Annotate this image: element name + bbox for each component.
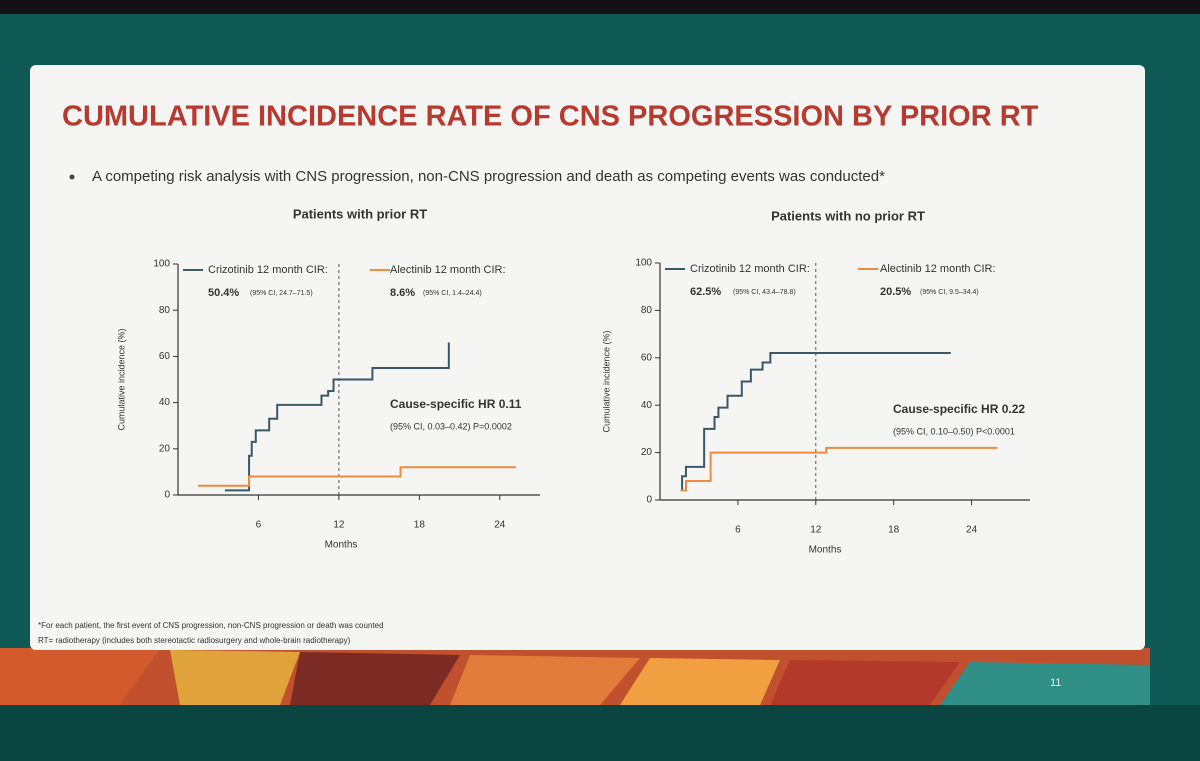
x-tick-label: 24 xyxy=(494,520,506,531)
x-tick-label: 12 xyxy=(810,525,822,536)
x-tick-label: 24 xyxy=(966,525,978,536)
hazard-ratio-ci: (95% CI, 0.10–0.50) P<0.0001 xyxy=(893,426,1015,436)
y-axis-label: Cumulative incidence (%) xyxy=(601,330,611,432)
hazard-ratio: Cause-specific HR 0.22 xyxy=(893,402,1025,416)
top-edge xyxy=(0,0,1200,14)
legend-label: Alectinib 12 month CIR: xyxy=(880,263,996,275)
x-tick-label: 12 xyxy=(333,520,345,531)
y-axis-label: Cumulative incidence (%) xyxy=(116,328,126,430)
legend-ci: (95% CI, 9.5–34.4) xyxy=(920,289,979,296)
y-tick-label: 80 xyxy=(159,305,171,316)
chart-title: Patients with no prior RT xyxy=(771,208,925,223)
legend-label: Alectinib 12 month CIR: xyxy=(390,264,506,276)
footnote: RT= radiotherapy (includes both stereota… xyxy=(38,636,351,645)
y-tick-label: 40 xyxy=(641,400,653,411)
bullet-dot xyxy=(69,174,75,180)
step-line xyxy=(680,352,951,492)
legend-summary: 8.6% xyxy=(390,287,415,299)
footnote: *For each patient, the first event of CN… xyxy=(38,621,384,630)
step-line xyxy=(198,466,516,487)
y-tick-label: 60 xyxy=(159,351,171,362)
legend-label: Crizotinib 12 month CIR: xyxy=(690,263,810,275)
slide xyxy=(30,65,1145,650)
bullet-text: A competing risk analysis with CNS progr… xyxy=(92,168,885,185)
x-tick-label: 6 xyxy=(256,520,262,531)
y-tick-label: 0 xyxy=(646,495,652,506)
step-line xyxy=(224,342,450,492)
x-tick-label: 18 xyxy=(888,525,900,536)
mosaic xyxy=(0,648,1200,761)
step-line xyxy=(680,446,998,492)
x-tick-label: 18 xyxy=(414,520,426,531)
legend-ci: (95% CI, 1.4–24.4) xyxy=(423,290,482,297)
y-tick-label: 20 xyxy=(159,443,171,454)
y-tick-label: 20 xyxy=(641,447,653,458)
slide-title: CUMULATIVE INCIDENCE RATE OF CNS PROGRES… xyxy=(62,101,1039,133)
legend-summary: 50.4% xyxy=(208,287,239,299)
legend-summary: 20.5% xyxy=(880,286,911,298)
chart-title: Patients with prior RT xyxy=(293,206,427,221)
y-tick-label: 100 xyxy=(153,259,170,270)
hazard-ratio-ci: (95% CI, 0.03–0.42) P=0.0002 xyxy=(390,421,512,431)
page-number: 11 xyxy=(1050,677,1061,689)
y-tick-label: 40 xyxy=(159,397,171,408)
legend-ci: (95% CI, 24.7–71.5) xyxy=(250,290,313,297)
y-tick-label: 0 xyxy=(164,490,170,501)
x-axis-label: Months xyxy=(809,545,842,556)
legend-summary: 62.5% xyxy=(690,286,721,298)
hazard-ratio: Cause-specific HR 0.11 xyxy=(390,397,522,411)
legend-label: Crizotinib 12 month CIR: xyxy=(208,264,328,276)
x-tick-label: 6 xyxy=(735,525,741,536)
y-tick-label: 60 xyxy=(641,352,653,363)
x-axis-label: Months xyxy=(325,540,358,551)
y-tick-label: 80 xyxy=(641,305,653,316)
legend-ci: (95% CI, 43.4–78.8) xyxy=(733,289,796,296)
y-tick-label: 100 xyxy=(635,258,652,269)
